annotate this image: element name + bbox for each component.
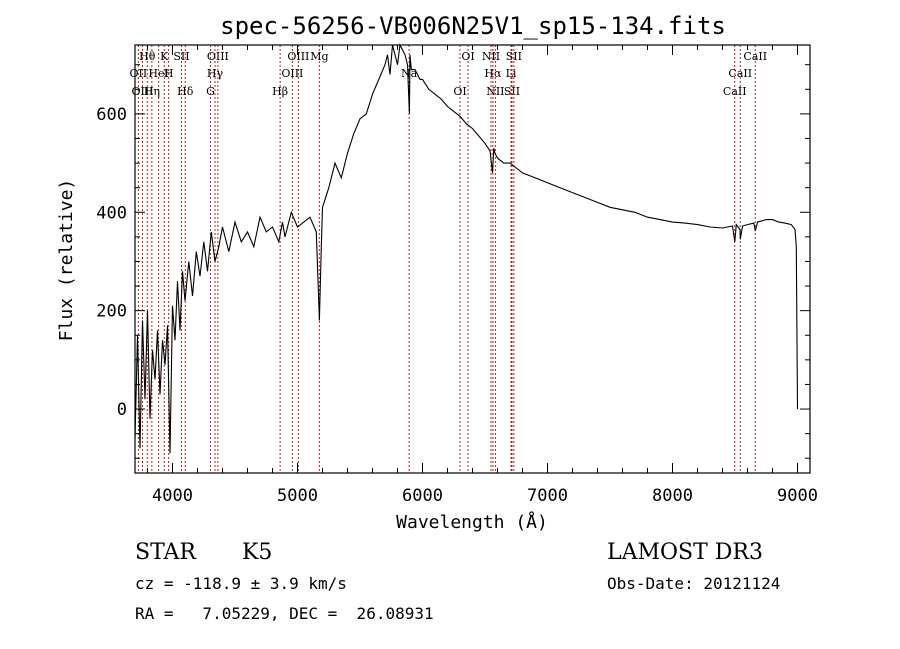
spectral-line-label: Hδ	[177, 85, 194, 98]
spectral-line-label: H	[164, 67, 174, 80]
x-axis-ticks: 4000 5000 6000 7000 8000 9000	[147, 45, 818, 506]
spectral-line-label: SII	[506, 50, 522, 63]
spectral-line-label: OIII	[287, 50, 309, 63]
y-tick-label: 0	[117, 400, 127, 420]
x-tick-label: 9000	[777, 486, 818, 506]
spectral-line-label: Li	[506, 67, 517, 80]
y-tick-label: 400	[96, 203, 127, 223]
spectral-line-label: CaII	[723, 85, 747, 98]
x-axis-label: Wavelength (Å)	[396, 511, 548, 533]
spectral-line-label: OIII	[207, 50, 229, 63]
y-axis-ticks: 0 200 400 600	[96, 64, 810, 459]
ra-dec: RA = 7.05229, DEC = 26.08931	[135, 604, 434, 623]
flux-series-line	[134, 43, 799, 454]
spectral-line-label: CaII	[728, 67, 752, 80]
spectral-line-label: NII	[482, 50, 500, 63]
spectral-line-label: K	[160, 50, 169, 63]
spectral-line-label: Hα	[484, 67, 502, 80]
observation-date: Obs-Date: 20121124	[607, 574, 781, 593]
spectral-lines-layer: Hθ OII OIII K HeI Hη SII HHδ OIII Hγ G OIII OIII Hβ Mg…	[130, 45, 767, 473]
spectral-line-label: HeI	[148, 67, 168, 80]
y-axis-label: Flux (relative)	[56, 179, 77, 342]
survey-name: LAMOST DR3	[607, 540, 763, 565]
spectral-line-label: NII	[486, 85, 504, 98]
spectral-line-label: CaII	[743, 50, 767, 63]
spectral-line-label: SII	[504, 85, 520, 98]
object-subclass: K5	[242, 540, 273, 565]
x-tick-label: 4000	[152, 486, 193, 506]
spectral-line-label: Mg	[310, 50, 328, 63]
spectral-line-label: G	[206, 85, 215, 98]
x-tick-label: 6000	[402, 486, 443, 506]
y-tick-label: 200	[96, 302, 127, 322]
spectral-line-label: OI	[461, 50, 474, 63]
redshift-cz: cz = -118.9 ± 3.9 km/s	[135, 574, 347, 593]
x-tick-label: 5000	[277, 486, 318, 506]
spectral-line-label: Hθ	[139, 50, 156, 63]
spectral-line-label: Hη	[144, 85, 160, 98]
spectral-line-label: OIII	[281, 67, 303, 80]
spectral-line-label: Hβ	[272, 85, 288, 98]
spectral-line-label: Hγ	[207, 67, 224, 80]
spectral-line-label: OI	[453, 85, 466, 98]
spectral-line-label: OIII	[131, 85, 153, 98]
spectral-line-label: SII	[173, 50, 189, 63]
y-tick-label: 600	[96, 105, 127, 125]
chart-title: spec-56256-VB006N25V1_sp15-134.fits	[220, 12, 726, 40]
plot-frame	[134, 44, 811, 474]
object-class: STAR	[135, 540, 196, 565]
x-tick-label: 7000	[527, 486, 568, 506]
spectral-line-label: OII	[130, 67, 148, 80]
x-tick-label: 8000	[652, 486, 693, 506]
